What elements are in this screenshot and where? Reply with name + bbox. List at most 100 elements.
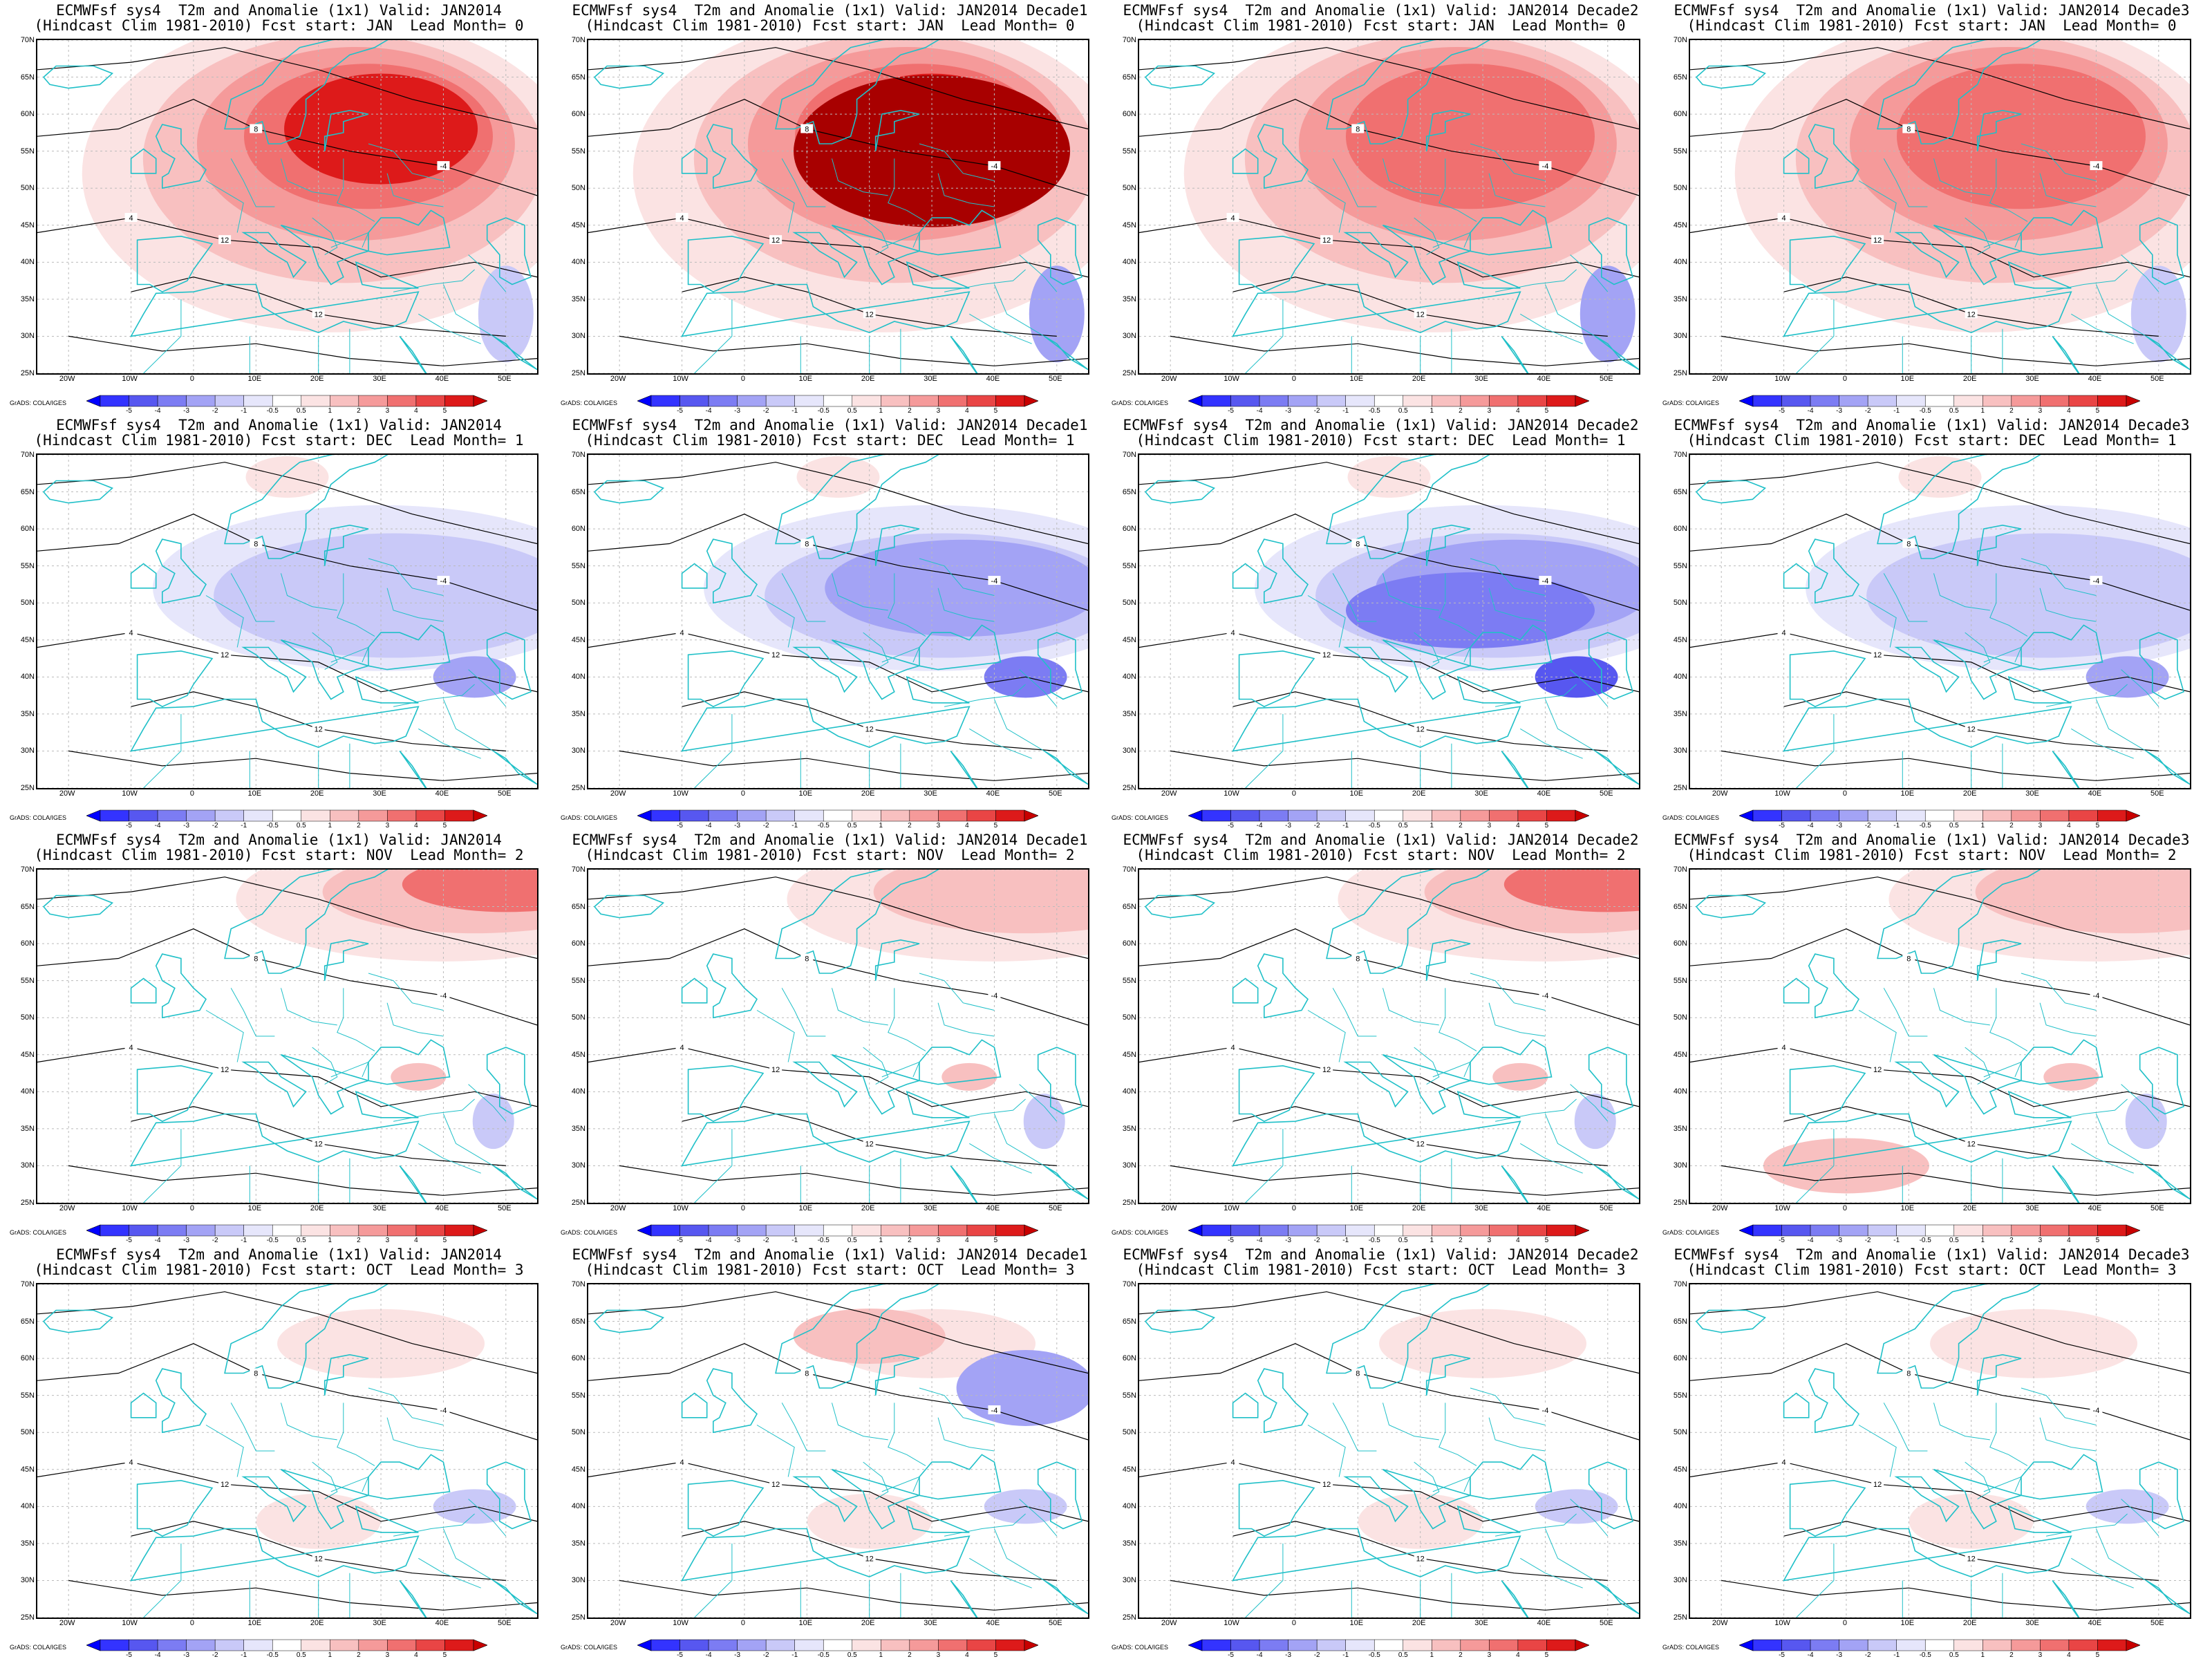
coastline: [1257, 538, 1309, 604]
longitude-label: 10W: [673, 375, 688, 383]
title-line-1: ECMWFsf sys4 T2m and Anomalie (1x1) Vali…: [1123, 417, 1639, 433]
colorbar-segment: [129, 395, 158, 407]
grads-credit: GrADS: COLA/IGES: [1112, 1229, 1169, 1236]
colorbar-segment: [938, 395, 968, 407]
longitude-label: 20W: [1712, 375, 1728, 383]
contour-label-text: 12: [221, 1481, 229, 1489]
country-border: [832, 158, 888, 196]
latitude-label: 60N: [571, 525, 585, 534]
longitude-label: 30E: [2025, 1204, 2039, 1212]
temperature-contour: [1721, 335, 2190, 366]
coastline: [1456, 261, 1521, 289]
colorbar-segment: [1781, 1224, 1811, 1237]
contour-label: 12: [1414, 1553, 1427, 1563]
longitude-label: 20W: [1161, 789, 1177, 798]
country-border: [2121, 254, 2159, 292]
country-border: [205, 180, 244, 233]
title-line-1: ECMWFsf sys4 T2m and Anomalie (1x1) Vali…: [1123, 832, 1639, 848]
colorbar: [637, 1224, 1038, 1237]
cold-anomaly-area: [1574, 1094, 1616, 1150]
colorbar-segment: [100, 809, 129, 822]
colorbar-segment: [330, 809, 359, 822]
title-line-2: (Hindcast Clim 1981-2010) Fcst start: OC…: [1136, 1262, 1626, 1278]
title-line-2: (Hindcast Clim 1981-2010) Fcst start: DE…: [1687, 432, 2177, 449]
colorbar-min-arrow: [86, 1639, 101, 1651]
colorbar-segment: [909, 1224, 939, 1237]
country-border: [832, 1403, 888, 1441]
contour-label: 4: [124, 213, 138, 223]
longitude-label: 40E: [986, 375, 1000, 383]
colorbar-min-arrow: [1739, 395, 1754, 407]
latitude-label: 55N: [1673, 976, 1687, 985]
colorbar-tick-label: -0.5: [1368, 1237, 1380, 1244]
country-border: [863, 632, 889, 671]
country-border: [1933, 573, 1990, 611]
contour-label: 4: [124, 1457, 138, 1467]
coastline: [1877, 455, 2041, 559]
longitude-label: 30E: [924, 1619, 937, 1627]
colorbar-tick-label: 4: [965, 822, 969, 830]
coastline: [224, 1284, 388, 1389]
latitude-label: 45N: [1673, 1465, 1687, 1474]
colorbar-tick-label: -2: [1864, 1237, 1871, 1244]
colorbar-segment: [1983, 809, 2012, 822]
contour-label: 12: [769, 1479, 782, 1489]
country-border: [442, 284, 494, 337]
coastline: [2007, 675, 2072, 704]
country-border: [1382, 988, 1439, 1026]
colorbar-segment: [2068, 1224, 2098, 1237]
latitude-label: 30N: [571, 332, 585, 341]
colorbar-max-arrow: [473, 1639, 487, 1651]
coastline: [919, 209, 1002, 256]
colorbar-tick-label: 2: [357, 822, 361, 830]
country-border: [143, 299, 182, 373]
contour-label-text: 8: [805, 955, 809, 964]
colorbar-tick-label: -0.5: [817, 1237, 830, 1244]
contour-label: 12: [769, 650, 782, 659]
contour-label-text: 12: [1873, 1481, 1882, 1489]
temperature-contour: [37, 877, 537, 959]
longitude-label: 10W: [1774, 1619, 1790, 1627]
contour-label-text: 12: [1967, 1140, 1976, 1148]
colorbar-segment: [1517, 395, 1547, 407]
country-border: [330, 1061, 369, 1078]
coastline: [1588, 1047, 1633, 1115]
colorbar-segment: [1810, 1639, 1839, 1651]
temperature-contour: [131, 1106, 506, 1166]
forecast-map-panel-12: ECMWFsf sys4 T2m and Anomalie (1x1) Vali…: [1660, 830, 2204, 1244]
coastline: [324, 1353, 369, 1396]
colorbar-segment: [1781, 809, 1811, 822]
colorbar-tick-label: -0.5: [817, 822, 830, 830]
colorbar-segment: [1781, 395, 1811, 407]
coastline: [1232, 148, 1259, 174]
country-border: [863, 1047, 889, 1085]
colorbar-segment: [2097, 809, 2127, 822]
country-border: [1019, 254, 1058, 292]
coastline: [593, 480, 665, 504]
longitude-label: 10E: [798, 375, 813, 383]
colorbar-tick-label: -4: [1807, 407, 1814, 415]
colorbar-segment: [2097, 395, 2127, 407]
colorbar-tick-label: 5: [1544, 822, 1549, 830]
temperature-contour: [131, 1521, 506, 1581]
colorbar-min-arrow: [86, 395, 101, 407]
longitude-label: 0: [1291, 1619, 1296, 1627]
temperature-contour: [1232, 1106, 1608, 1166]
colorbar-tick-label: 1: [879, 407, 883, 415]
warm-anomaly-area: [1503, 870, 1639, 912]
grads-credit: GrADS: COLA/IGES: [1112, 1644, 1169, 1651]
latitude-label: 70N: [20, 36, 35, 44]
colorbar-segment: [1403, 1224, 1432, 1237]
colorbar-segment: [2040, 1224, 2070, 1237]
coastline: [2146, 1165, 2190, 1200]
colorbar-segment: [387, 395, 417, 407]
contour-label: 4: [1777, 1042, 1790, 1052]
longitude-label: 50E: [498, 789, 512, 798]
colorbar-tick-label: 3: [1487, 407, 1492, 415]
coastline: [593, 894, 665, 919]
colorbar-segment: [938, 1639, 968, 1651]
temperature-contour: [1139, 462, 1639, 545]
colorbar-tick-label: 3: [2038, 1651, 2043, 1659]
coastline: [874, 524, 920, 566]
